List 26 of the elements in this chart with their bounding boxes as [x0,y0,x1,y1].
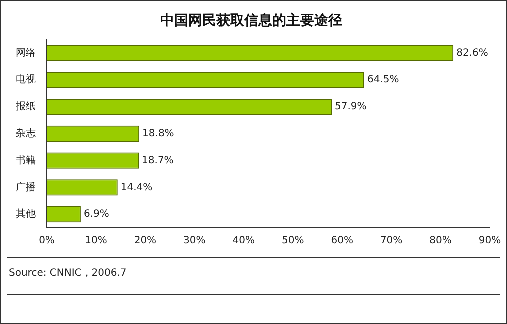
y-tick-label: 书籍 [16,154,36,166]
x-tick-label: 10% [85,236,108,247]
y-tick-label: 网络 [16,46,36,59]
data-label: 82.6% [456,48,488,59]
x-tick-label: 60% [331,236,354,247]
data-label: 64.5% [367,74,400,86]
data-label: 57.9% [334,102,367,113]
y-tick-label: 其他 [16,208,36,220]
x-tick-label: 70% [380,236,403,247]
x-tick-label: 30% [184,236,206,247]
y-tick-label: 电视 [16,74,36,86]
chart-title: 中国网民获取信息的主要途径 [160,12,342,30]
x-tick-label: 90% [478,236,502,247]
x-tick-label: 80% [430,236,452,247]
data-label: 18.7% [142,155,174,166]
data-label: 18.8% [142,128,174,140]
x-tick-label: 0% [39,236,55,247]
y-tick-label: 报纸 [15,100,36,113]
data-label: 14.4% [120,182,153,194]
source-note: Source: CNNIC，2006.7 [7,257,500,295]
data-label: 6.9% [84,209,110,220]
x-tick-label: 40% [232,236,256,247]
y-tick-label: 杂志 [16,127,36,140]
x-tick-label: 50% [282,236,304,247]
y-tick-label: 广播 [16,181,36,194]
x-tick-label: 20% [134,236,157,247]
